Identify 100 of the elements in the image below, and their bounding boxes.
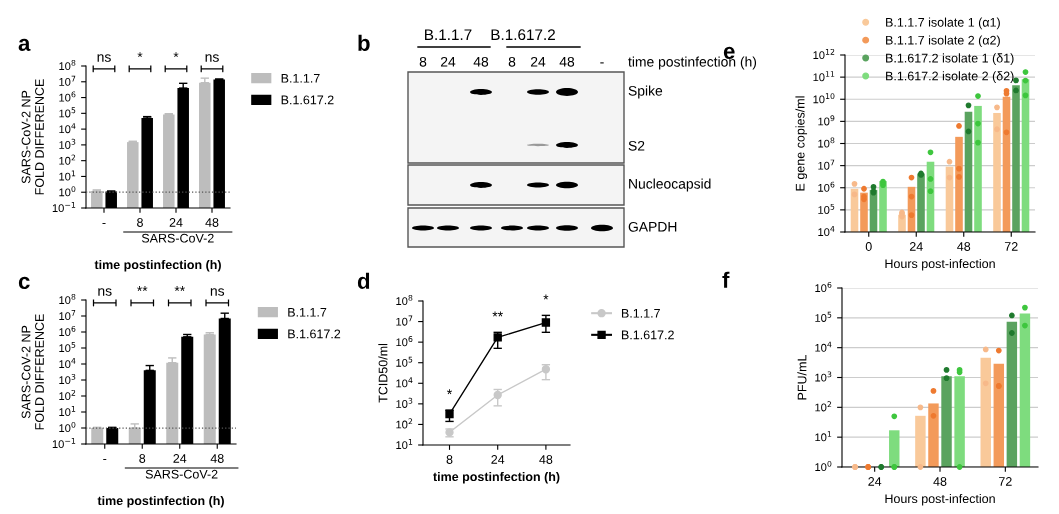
x-axis-title: time postinfection (h): [97, 495, 224, 508]
y-tick-label: 10$^{4}$: [818, 226, 835, 237]
legend-label: B.1.617.2 isolate 2 (δ2): [886, 71, 1014, 83]
y-tick-label: 10$^{−1}$: [52, 438, 76, 449]
y-tick-label: 10$^{6}$: [396, 336, 413, 347]
y-tick-label: 10$^{3}$: [396, 397, 413, 408]
y-tick-label: 10$^{6}$: [59, 325, 76, 337]
category-label: 8: [419, 56, 427, 67]
text: B.1.1.7: [425, 29, 472, 40]
y-tick-label: 10$^{3}$: [59, 373, 76, 385]
y-tick-label: 10$^{4}$: [815, 341, 832, 352]
y-tick-label: 10$^{5}$: [59, 342, 76, 353]
x-tick-label: 48: [205, 218, 219, 227]
y-tick-label: 10$^{12}$: [813, 48, 835, 60]
text: ns: [97, 54, 111, 62]
y-tick-label: 10$^{6}$: [815, 281, 832, 293]
y-tick-label: 10$^{10}$: [813, 93, 835, 104]
y-axis-title: SARS-CoV-2 NP FOLD DIFFERENCE: [21, 314, 44, 430]
y-tick-label: 10$^{2}$: [396, 418, 413, 429]
y-tick-label: 10$^{3}$: [815, 371, 832, 382]
chart-title: c: [18, 276, 30, 289]
x-tick-label: 8: [137, 218, 143, 227]
y-tick-label: 10$^{6}$: [59, 91, 76, 102]
y-tick-label: 10$^{4}$: [396, 377, 413, 388]
category-label: 48: [559, 56, 575, 67]
x-axis-title: Hours post-infection: [885, 493, 995, 506]
y-tick-label: 10$^{11}$: [813, 71, 835, 82]
y-tick-label: 10$^{5}$: [818, 203, 835, 214]
x-tick-label: 48: [957, 242, 971, 251]
text: Spike: [628, 85, 663, 99]
y-tick-label: 10$^{8}$: [59, 59, 76, 71]
category-label: 24: [440, 56, 456, 67]
x-tick-label: 72: [999, 477, 1012, 486]
x-tick-label: -: [103, 458, 107, 460]
x-tick-label: -: [102, 222, 106, 224]
chart-title: f: [722, 271, 730, 288]
legend-label: B.1.617.2: [621, 330, 674, 340]
y-tick-label: 10$^{7}$: [59, 75, 76, 86]
y-tick-label: 10$^{6}$: [818, 181, 835, 192]
y-tick-label: 10$^{3}$: [59, 138, 76, 149]
y-tick-label: 10$^{9}$: [818, 115, 835, 126]
chart-title: d: [357, 272, 370, 289]
x-axis-title: Hours post-infection: [885, 258, 995, 271]
x-axis-title: time postinfection (h): [433, 471, 560, 484]
legend-label: B.1.1.7: [281, 73, 320, 83]
y-tick-label: 10$^{8}$: [818, 137, 835, 148]
y-tick-label: 10$^{5}$: [815, 311, 832, 322]
x-tick-label: 24: [491, 455, 505, 464]
legend-label: B.1.617.2: [281, 95, 334, 105]
y-tick-label: 10$^{2}$: [59, 154, 76, 165]
annotation: **: [492, 311, 503, 317]
y-tick-label: 10$^{0}$: [59, 186, 76, 197]
text: ns: [98, 288, 112, 296]
text: SARS-CoV-2: [141, 233, 214, 243]
annotation: *: [447, 389, 452, 395]
category-label: 48: [473, 56, 489, 67]
text: GAPDH: [628, 221, 677, 232]
x-tick-label: 72: [1004, 242, 1018, 251]
y-tick-label: 10$^{2}$: [59, 389, 76, 401]
legend-label: B.1.617.2 isolate 1 (δ1): [886, 53, 1014, 65]
text: **: [137, 286, 148, 291]
y-axis-title: SARS-CoV-2 NP FOLD DIFFERENCE: [21, 79, 44, 195]
y-tick-label: 10$^{8}$: [396, 294, 413, 306]
x-tick-label: 8: [446, 455, 453, 464]
text: **: [174, 286, 185, 291]
y-tick-label: 10$^{7}$: [818, 159, 835, 170]
y-axis-title: E gene copies/ml: [795, 96, 808, 191]
y-tick-label: 10$^{1}$: [59, 406, 76, 417]
y-tick-label: 10$^{8}$: [59, 293, 76, 305]
y-tick-label: 10$^{2}$: [815, 401, 832, 412]
text: ns: [210, 288, 225, 296]
y-tick-label: 10$^{5}$: [59, 107, 76, 118]
x-tick-label: 24: [868, 477, 882, 486]
x-tick-label: 24: [169, 218, 183, 227]
x-tick-label: 24: [909, 242, 923, 251]
legend-label: B.1.1.7 isolate 1 (α1): [886, 17, 1000, 30]
y-axis-title: TCID50/ml: [378, 343, 388, 403]
text: *: [173, 52, 179, 58]
y-tick-label: 10$^{4}$: [59, 123, 76, 134]
y-tick-label: 10$^{1}$: [815, 431, 832, 442]
legend-label: B.1.1.7: [621, 308, 660, 318]
category-label: -: [600, 62, 604, 64]
text: SARS-CoV-2: [145, 469, 218, 479]
y-tick-label: 10$^{7}$: [59, 310, 76, 321]
y-tick-label: 10$^{1}$: [59, 170, 76, 181]
y-axis-title: PFU/mL: [797, 355, 807, 400]
chart-title: a: [18, 38, 31, 51]
text: S2: [628, 140, 645, 151]
x-tick-label: 24: [173, 454, 187, 463]
y-tick-label: 10$^{5}$: [396, 356, 413, 367]
text: ns: [205, 54, 219, 62]
y-tick-label: 10$^{7}$: [396, 315, 413, 326]
x-tick-label: 8: [139, 454, 146, 463]
annotation: *: [543, 294, 549, 300]
x-tick-label: 48: [539, 455, 553, 464]
text: b: [358, 34, 370, 51]
category-label: 24: [530, 56, 546, 67]
text: Nucleocapsid: [629, 178, 711, 192]
y-tick-label: 10$^{−1}$: [52, 202, 76, 213]
x-tick-label: 48: [210, 454, 224, 463]
